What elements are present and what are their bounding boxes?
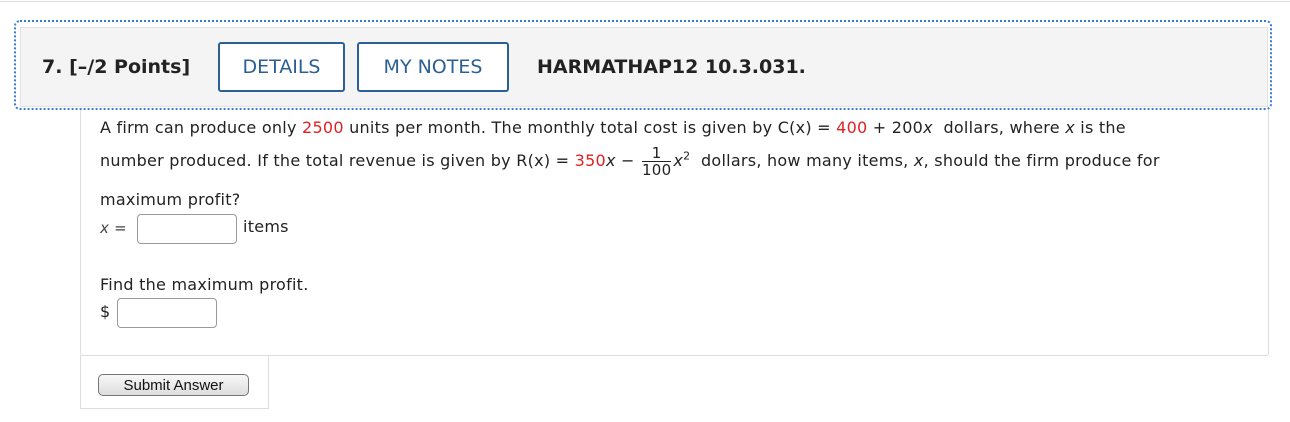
text: A firm can produce only bbox=[100, 118, 303, 137]
answer-input[interactable] bbox=[137, 214, 237, 244]
math: = bbox=[550, 151, 575, 170]
denominator: 100 bbox=[641, 161, 672, 179]
question-line: number produced. If the total revenue is… bbox=[100, 145, 1160, 178]
answer-label: $ bbox=[100, 302, 111, 321]
points: [–/2 Points] bbox=[69, 56, 191, 78]
text: maximum profit? bbox=[100, 190, 241, 209]
variable: x bbox=[605, 151, 616, 170]
divider bbox=[0, 1, 1290, 2]
math: C(x) bbox=[777, 118, 812, 137]
variable: x bbox=[923, 118, 933, 137]
question-body bbox=[80, 110, 1269, 356]
answer-input[interactable] bbox=[117, 298, 217, 328]
exponent: 2 bbox=[683, 149, 691, 163]
answer-label: x = bbox=[100, 219, 127, 237]
my-notes-button[interactable]: MY NOTES bbox=[357, 42, 509, 92]
submit-area bbox=[80, 355, 269, 409]
text: dollars, how many items, bbox=[690, 151, 914, 170]
text: units per month. The monthly total cost … bbox=[343, 118, 778, 137]
submit-button[interactable]: Submit Answer bbox=[98, 374, 249, 396]
problem-id: HARMATHAP12 10.3.031. bbox=[537, 56, 806, 78]
numerator: 1 bbox=[641, 145, 672, 162]
text: dollars, where bbox=[932, 118, 1066, 137]
answer-unit: items bbox=[243, 217, 289, 236]
math: R(x) bbox=[516, 151, 551, 170]
fraction: 1 100 bbox=[641, 145, 672, 179]
math: + 200 bbox=[867, 118, 924, 137]
text: , should the firm produce for bbox=[923, 151, 1160, 170]
number: 2500 bbox=[302, 118, 344, 137]
question-line: maximum profit? bbox=[100, 190, 240, 209]
question-number-points: 7. [–/2 Points] bbox=[42, 56, 190, 78]
variable: x bbox=[673, 151, 684, 170]
focus-outline bbox=[14, 20, 1272, 110]
prompt: Find the maximum profit. bbox=[100, 275, 309, 294]
question-number: 7. bbox=[42, 56, 63, 78]
question-line: A firm can produce only 2500 units per m… bbox=[100, 118, 1126, 137]
text: is the bbox=[1074, 118, 1126, 137]
variable: x bbox=[913, 151, 924, 170]
number: 400 bbox=[836, 118, 868, 137]
text: number produced. If the total revenue is… bbox=[100, 151, 517, 170]
math: = bbox=[811, 118, 837, 137]
details-button[interactable]: DETAILS bbox=[218, 42, 345, 92]
variable: x bbox=[1065, 118, 1075, 137]
math: − bbox=[615, 151, 640, 170]
number: 350 bbox=[574, 151, 606, 170]
